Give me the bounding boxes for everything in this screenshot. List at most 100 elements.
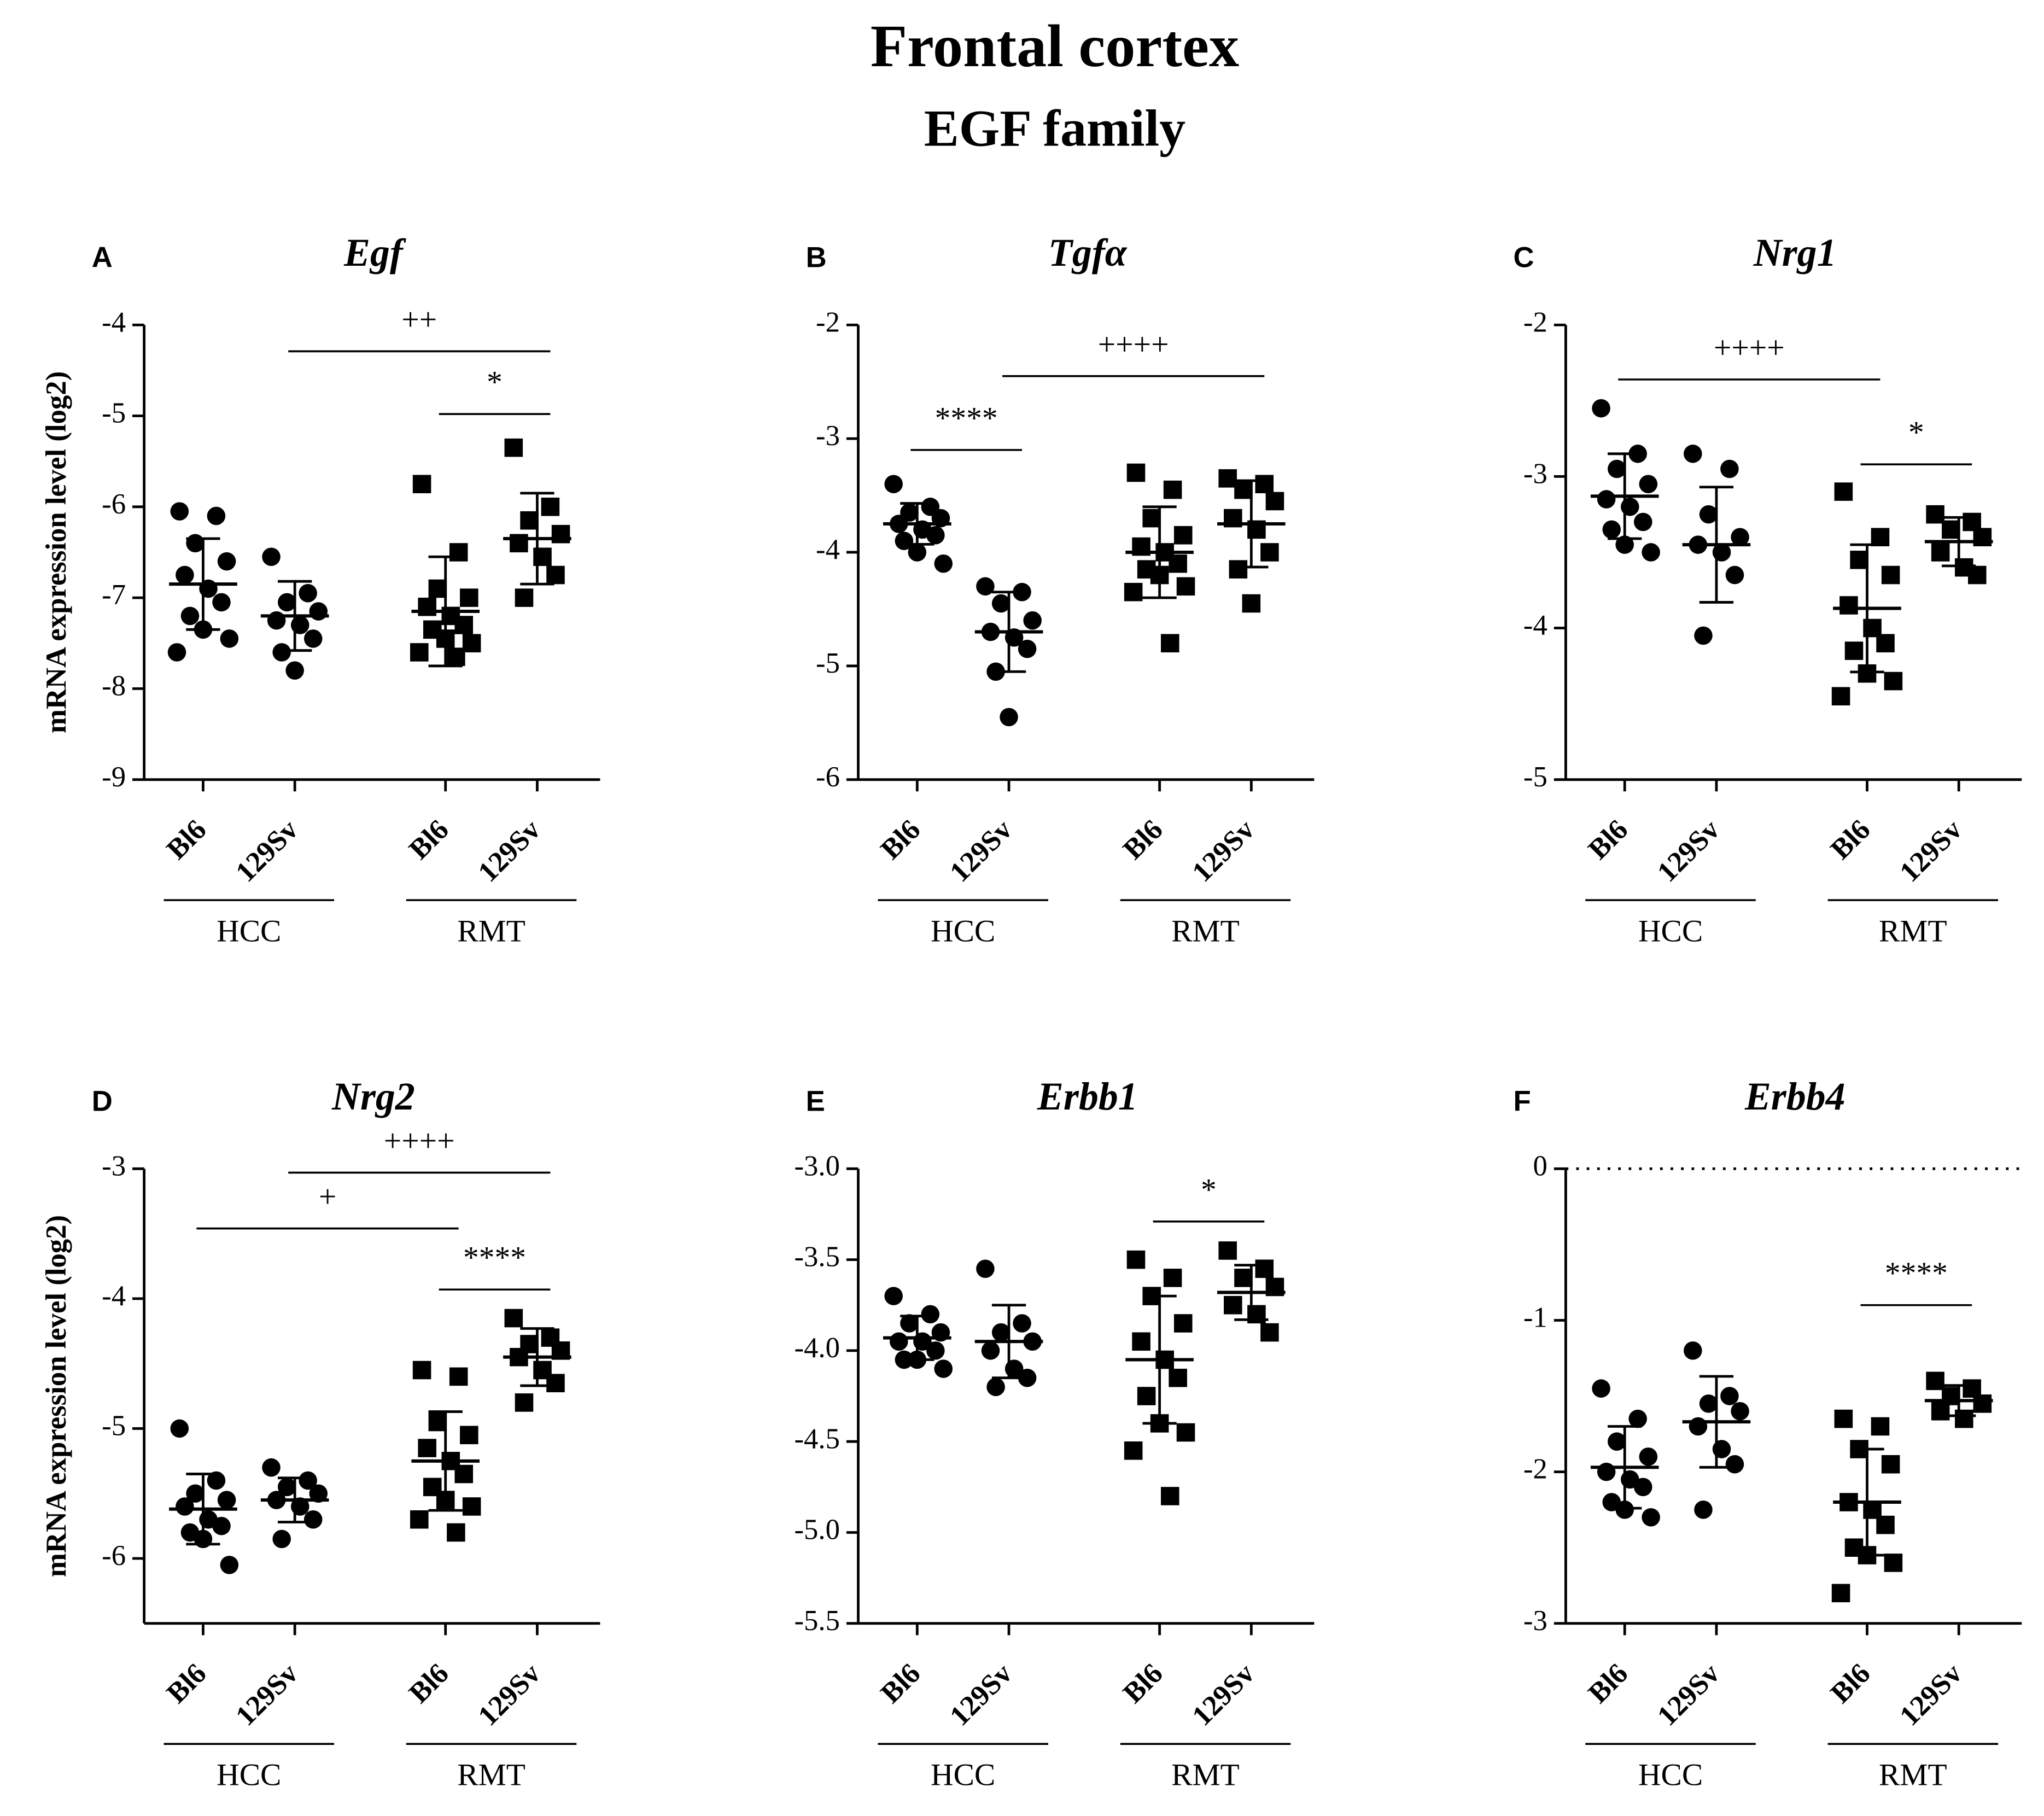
point	[1265, 492, 1284, 511]
group-label: RMT	[1879, 914, 1947, 949]
point	[1608, 1432, 1626, 1451]
panel-letter: C	[1514, 241, 1534, 273]
point	[546, 565, 565, 585]
y-axis-label: mRNA expression level (log2)	[40, 371, 72, 733]
point	[546, 1374, 565, 1393]
point	[412, 1360, 431, 1380]
group-label: HCC	[931, 1758, 995, 1792]
y-tick-label: -2	[1523, 306, 1547, 338]
point	[1942, 520, 1960, 539]
x-tick-label: 129Sv	[1894, 1657, 1969, 1732]
y-tick-label: -3.0	[795, 1150, 840, 1182]
point	[1642, 1508, 1660, 1527]
point	[212, 1516, 231, 1535]
x-tick-label: 129Sv	[1186, 1657, 1261, 1732]
point	[1628, 1409, 1647, 1428]
y-tick-label: -6	[102, 488, 126, 520]
y-tick-label: -3	[1523, 458, 1547, 489]
point	[186, 534, 205, 553]
y-tick-label: -8	[102, 670, 126, 702]
point	[1176, 1423, 1195, 1442]
y-tick-label: -6	[816, 761, 840, 793]
point	[1931, 1402, 1950, 1421]
x-tick-label: 129Sv	[944, 814, 1019, 889]
x-tick-label: Bl6	[874, 814, 926, 866]
point	[1163, 480, 1182, 499]
point	[418, 597, 436, 616]
point	[462, 1497, 481, 1516]
point	[1881, 565, 1900, 585]
panel-title: Nrg1	[1753, 231, 1837, 275]
point	[1169, 1369, 1187, 1387]
significance-label: *	[487, 365, 503, 400]
point	[1973, 1394, 1992, 1413]
point	[309, 602, 328, 621]
point	[1871, 528, 1890, 547]
point	[1018, 1369, 1037, 1387]
point	[299, 1471, 317, 1490]
x-tick-label: Bl6	[161, 814, 213, 866]
point	[1242, 594, 1261, 613]
significance-label: *	[1908, 416, 1924, 450]
figure-subtitle: EGF family	[924, 99, 1185, 157]
point	[1931, 543, 1950, 562]
x-tick-label: Bl6	[1582, 814, 1634, 866]
point	[412, 475, 431, 494]
point	[1137, 1387, 1156, 1405]
x-tick-label: 129Sv	[472, 1657, 547, 1732]
point	[447, 647, 465, 666]
point	[1602, 520, 1621, 539]
point	[981, 1341, 1000, 1360]
point	[926, 526, 945, 545]
y-tick-label: -4	[102, 1280, 126, 1312]
panel-letter: E	[806, 1085, 825, 1117]
group-label: RMT	[1879, 1758, 1947, 1792]
x-tick-label: Bl6	[403, 814, 455, 866]
group-label: HCC	[217, 1758, 281, 1792]
group-label: RMT	[457, 1758, 525, 1792]
significance-label: ****	[935, 401, 998, 435]
point	[212, 593, 231, 612]
point	[449, 543, 468, 562]
y-tick-label: -5.0	[795, 1514, 840, 1546]
point	[267, 611, 286, 630]
point	[1699, 1394, 1718, 1413]
point	[934, 1359, 953, 1378]
point	[167, 643, 186, 662]
point	[170, 1419, 189, 1438]
y-tick-label: -4.0	[795, 1332, 840, 1364]
point	[991, 1323, 1011, 1342]
x-tick-label: Bl6	[874, 1657, 926, 1709]
significance-label: ++++	[1098, 327, 1169, 361]
point	[551, 524, 570, 544]
x-tick-label: Bl6	[161, 1657, 213, 1709]
group-label: RMT	[1171, 1758, 1240, 1792]
point	[1642, 543, 1660, 562]
point	[908, 543, 927, 562]
y-tick-label: -2	[816, 306, 840, 338]
point	[217, 1491, 236, 1509]
point	[1597, 490, 1616, 509]
point	[303, 1510, 323, 1529]
point	[278, 1478, 296, 1497]
point	[1684, 445, 1702, 463]
significance-label: ****	[463, 1241, 526, 1275]
point	[454, 616, 474, 634]
point	[1124, 582, 1143, 602]
point	[207, 1471, 226, 1490]
point	[1173, 1314, 1193, 1333]
point	[447, 1523, 465, 1542]
point	[504, 438, 523, 457]
point	[1844, 641, 1864, 660]
point	[262, 547, 281, 567]
point	[1615, 535, 1634, 554]
point	[1633, 512, 1652, 532]
point	[207, 506, 226, 525]
point	[1731, 528, 1749, 547]
point	[1126, 1250, 1146, 1269]
y-tick-label: -4	[816, 534, 840, 565]
point	[1884, 671, 1903, 691]
y-tick-label: -5.5	[795, 1605, 840, 1637]
x-tick-label: Bl6	[1825, 1657, 1877, 1709]
